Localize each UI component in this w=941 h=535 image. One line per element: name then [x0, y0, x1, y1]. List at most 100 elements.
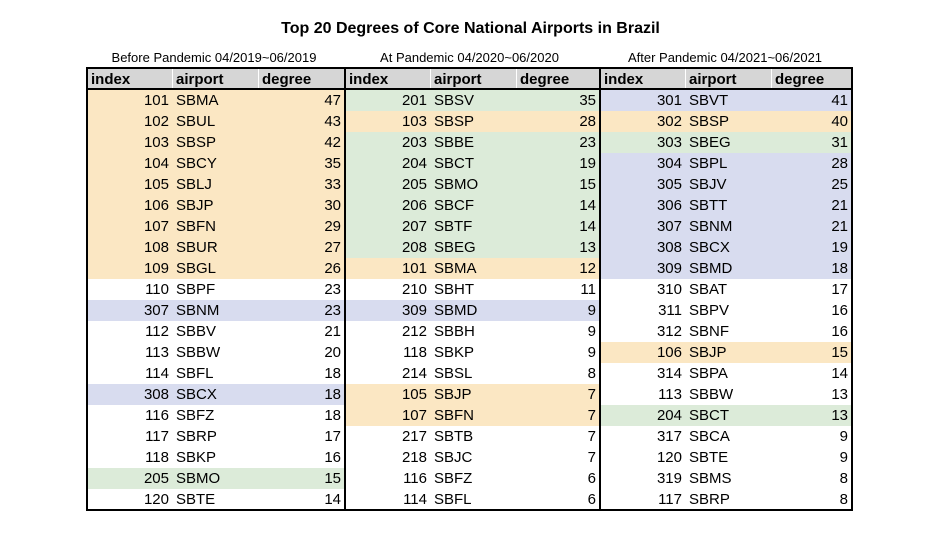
cell-airport: SBJP — [434, 386, 472, 403]
cell-degree: 9 — [587, 302, 596, 319]
table-row: 306 SBTT 21 — [601, 195, 851, 216]
cell-airport: SBFN — [176, 218, 217, 235]
cell-index: 106 — [143, 197, 169, 214]
cell-airport: SBVT — [689, 92, 729, 109]
cell-airport: SBSP — [689, 113, 730, 130]
cell-airport: SBMD — [689, 260, 733, 277]
cell-index: 105 — [401, 386, 427, 403]
cell-airport: SBPV — [689, 302, 730, 319]
table-row: 208 SBEG 13 — [346, 237, 599, 258]
cell-index: 104 — [143, 155, 169, 172]
cell-airport: SBBH — [434, 323, 475, 340]
table-row: 312 SBNF 16 — [601, 321, 851, 342]
degree-tables: index airport degree 101 SBMA 47 102 SBUL 43 1… — [86, 67, 853, 511]
cell-index: 312 — [656, 323, 682, 340]
cell-index: 110 — [145, 281, 169, 298]
cell-degree: 9 — [587, 323, 596, 340]
cell-degree: 15 — [324, 470, 341, 487]
cell-degree: 6 — [587, 470, 596, 487]
cell-degree: 16 — [831, 323, 848, 340]
cell-degree: 7 — [587, 407, 596, 424]
table-row: 309 SBMD 9 — [346, 300, 599, 321]
cell-airport: SBCX — [176, 386, 217, 403]
cell-degree: 20 — [324, 344, 341, 361]
table-row: 117 SBRP 17 — [88, 426, 344, 447]
cell-index: 112 — [145, 323, 169, 340]
table-row: 114 SBFL 18 — [88, 363, 344, 384]
cell-airport: SBTE — [689, 449, 729, 466]
cell-index: 201 — [401, 92, 427, 109]
cell-airport: SBKP — [176, 449, 217, 466]
header-airport: airport — [431, 69, 517, 88]
cell-airport: SBJP — [176, 197, 214, 214]
cell-index: 314 — [656, 365, 682, 382]
cell-index: 308 — [143, 386, 169, 403]
cell-degree: 7 — [587, 449, 596, 466]
cell-degree: 9 — [839, 449, 848, 466]
cell-degree: 13 — [579, 239, 596, 256]
cell-index: 205 — [401, 176, 427, 193]
cell-airport: SBTT — [689, 197, 728, 214]
cell-airport: SBEG — [434, 239, 476, 256]
cell-degree: 8 — [587, 365, 596, 382]
cell-airport: SBBV — [176, 323, 217, 340]
cell-index: 303 — [656, 134, 682, 151]
cell-degree: 18 — [831, 260, 848, 277]
table-row: 109 SBGL 26 — [88, 258, 344, 279]
cell-airport: SBCX — [689, 239, 730, 256]
cell-index: 204 — [401, 155, 427, 172]
cell-index: 103 — [143, 134, 169, 151]
table-row: 317 SBCA 9 — [601, 426, 851, 447]
cell-airport: SBSP — [176, 134, 217, 151]
cell-degree: 13 — [831, 386, 848, 403]
cell-airport: SBJV — [689, 176, 727, 193]
cell-airport: SBSV — [434, 92, 475, 109]
table-row: 107 SBFN 7 — [346, 405, 599, 426]
cell-degree: 8 — [839, 491, 848, 508]
cell-degree: 47 — [324, 92, 341, 109]
cell-airport: SBFZ — [176, 407, 215, 424]
header-airport: airport — [173, 69, 259, 88]
cell-index: 308 — [656, 239, 682, 256]
cell-degree: 21 — [324, 323, 341, 340]
cell-airport: SBNF — [689, 323, 730, 340]
cell-airport: SBUL — [176, 113, 216, 130]
cell-airport: SBFN — [434, 407, 475, 424]
cell-degree: 17 — [831, 281, 848, 298]
cell-airport: SBKP — [434, 344, 475, 361]
cell-airport: SBMO — [176, 470, 221, 487]
table-row: 212 SBBH 9 — [346, 321, 599, 342]
cell-airport: SBTB — [434, 428, 474, 445]
cell-airport: SBCY — [176, 155, 217, 172]
cell-degree: 21 — [831, 218, 848, 235]
cell-index: 102 — [143, 113, 169, 130]
cell-airport: SBMA — [176, 92, 219, 109]
cell-degree: 6 — [587, 491, 596, 508]
table-row: 207 SBTF 14 — [346, 216, 599, 237]
cell-airport: SBPF — [176, 281, 216, 298]
cell-index: 302 — [656, 113, 682, 130]
table-row: 203 SBBE 23 — [346, 132, 599, 153]
cell-degree: 19 — [579, 155, 596, 172]
table-row: 305 SBJV 25 — [601, 174, 851, 195]
period-label-after: After Pandemic 04/2021~06/2021 — [627, 50, 823, 65]
cell-airport: SBRP — [689, 491, 730, 508]
table-row: 302 SBSP 40 — [601, 111, 851, 132]
table-row: 101 SBMA 47 — [88, 90, 344, 111]
cell-degree: 23 — [579, 134, 596, 151]
table-row: 102 SBUL 43 — [88, 111, 344, 132]
cell-degree: 28 — [579, 113, 596, 130]
table-row: 106 SBJP 15 — [601, 342, 851, 363]
cell-airport: SBRP — [176, 428, 217, 445]
table-row: 101 SBMA 12 — [346, 258, 599, 279]
table-row: 204 SBCT 13 — [601, 405, 851, 426]
cell-degree: 7 — [587, 428, 596, 445]
cell-degree: 26 — [324, 260, 341, 277]
cell-index: 305 — [656, 176, 682, 193]
cell-airport: SBBE — [434, 134, 475, 151]
cell-degree: 18 — [324, 407, 341, 424]
table-row: 104 SBCY 35 — [88, 153, 344, 174]
cell-index: 120 — [143, 491, 169, 508]
cell-index: 105 — [143, 176, 169, 193]
cell-index: 304 — [656, 155, 682, 172]
